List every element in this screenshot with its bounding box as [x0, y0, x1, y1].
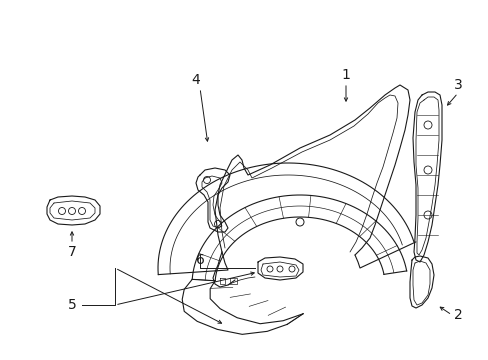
Text: 1: 1: [341, 68, 350, 82]
Text: 5: 5: [67, 298, 76, 312]
Text: 7: 7: [67, 245, 76, 259]
Text: 2: 2: [453, 308, 462, 322]
Text: 3: 3: [453, 78, 462, 92]
Text: 6: 6: [195, 253, 204, 267]
Text: 4: 4: [191, 73, 200, 87]
